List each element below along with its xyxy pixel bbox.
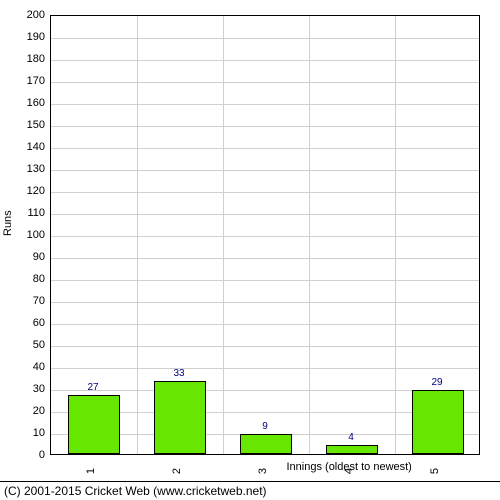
y-tick-label: 90	[15, 251, 45, 263]
bar-value-label: 27	[87, 382, 98, 393]
y-tick-label: 70	[15, 295, 45, 307]
x-tick-label: 2	[171, 468, 183, 474]
y-tick-label: 10	[15, 427, 45, 439]
y-tick-label: 60	[15, 317, 45, 329]
bar	[326, 445, 378, 454]
plot-area	[51, 16, 479, 454]
y-tick-label: 130	[15, 163, 45, 175]
gridline-horizontal	[51, 38, 479, 39]
y-tick-label: 110	[15, 207, 45, 219]
y-tick-label: 20	[15, 405, 45, 417]
gridline-horizontal	[51, 148, 479, 149]
gridline-horizontal	[51, 280, 479, 281]
gridline-horizontal	[51, 104, 479, 105]
gridline-horizontal	[51, 82, 479, 83]
gridline-vertical	[395, 16, 396, 454]
gridline-horizontal	[51, 368, 479, 369]
gridline-horizontal	[51, 302, 479, 303]
bar	[154, 381, 206, 454]
x-axis-label: Innings (oldest to newest)	[287, 461, 412, 473]
copyright-text: (C) 2001-2015 Cricket Web (www.cricketwe…	[4, 484, 267, 498]
y-tick-label: 160	[15, 97, 45, 109]
x-tick-label: 1	[85, 468, 97, 474]
gridline-vertical	[309, 16, 310, 454]
gridline-horizontal	[51, 126, 479, 127]
gridline-horizontal	[51, 214, 479, 215]
y-tick-label: 30	[15, 383, 45, 395]
bar-value-label: 29	[431, 377, 442, 388]
y-tick-label: 0	[15, 449, 45, 461]
y-tick-label: 50	[15, 339, 45, 351]
bar-value-label: 4	[348, 432, 354, 443]
bar-value-label: 33	[173, 368, 184, 379]
bar	[68, 395, 120, 454]
gridline-vertical	[223, 16, 224, 454]
bar	[412, 390, 464, 454]
y-tick-label: 180	[15, 53, 45, 65]
gridline-horizontal	[51, 258, 479, 259]
x-tick-label: 5	[429, 468, 441, 474]
y-tick-label: 120	[15, 185, 45, 197]
x-tick-label: 3	[257, 468, 269, 474]
chart-container	[50, 15, 480, 455]
gridline-horizontal	[51, 170, 479, 171]
bar	[240, 434, 292, 454]
y-tick-label: 150	[15, 119, 45, 131]
gridline-horizontal	[51, 324, 479, 325]
y-tick-label: 80	[15, 273, 45, 285]
y-tick-label: 140	[15, 141, 45, 153]
footer-divider	[0, 481, 500, 482]
y-tick-label: 100	[15, 229, 45, 241]
y-tick-label: 190	[15, 31, 45, 43]
gridline-vertical	[137, 16, 138, 454]
y-tick-label: 40	[15, 361, 45, 373]
gridline-horizontal	[51, 346, 479, 347]
gridline-horizontal	[51, 60, 479, 61]
y-tick-label: 170	[15, 75, 45, 87]
y-tick-label: 200	[15, 9, 45, 21]
gridline-horizontal	[51, 236, 479, 237]
bar-value-label: 9	[262, 421, 268, 432]
gridline-horizontal	[51, 192, 479, 193]
y-axis-label: Runs	[2, 210, 14, 236]
